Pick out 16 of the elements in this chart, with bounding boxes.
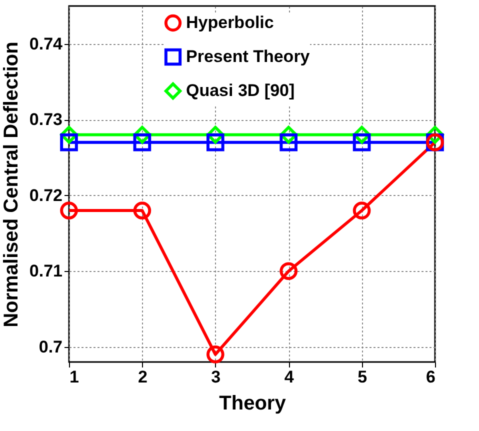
y-tick-label: 0.72 — [29, 186, 62, 205]
y-axis-title: Normalised Central Deflection — [0, 42, 22, 328]
x-tick-label: 1 — [70, 368, 79, 386]
y-tick-label: 0.71 — [29, 262, 62, 281]
x-axis-title: Theory — [219, 392, 287, 414]
legend-label: Hyperbolic — [186, 13, 274, 32]
legend-label: Quasi 3D [90] — [186, 81, 295, 100]
x-tick-label: 4 — [284, 368, 294, 386]
x-tick-label: 6 — [426, 368, 436, 386]
y-tick-label: 0.7 — [38, 337, 62, 356]
y-tick-label: 0.74 — [29, 34, 64, 54]
x-tick-label: 2 — [138, 368, 148, 386]
legend-label: Present Theory — [186, 47, 310, 66]
x-tick-label: 5 — [358, 368, 368, 386]
y-tick-label: 0.73 — [29, 110, 62, 130]
x-tick-label: 3 — [211, 368, 221, 386]
